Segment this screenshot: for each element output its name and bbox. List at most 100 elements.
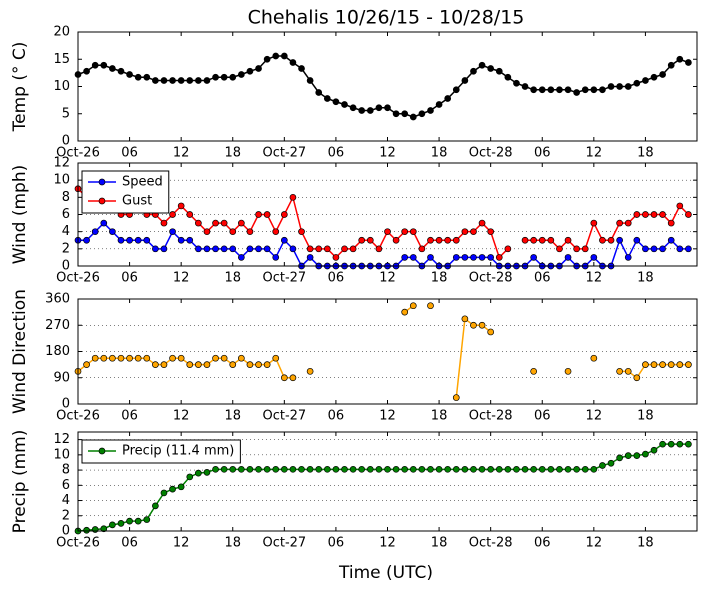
x-tick-label: 06 xyxy=(534,271,551,286)
data-point xyxy=(306,465,314,473)
data-point xyxy=(203,469,211,476)
x-tick-label: 18 xyxy=(431,536,448,551)
data-point xyxy=(152,502,159,510)
x-tick-label: 06 xyxy=(534,536,551,551)
data-point xyxy=(650,361,658,368)
data-point xyxy=(152,361,159,368)
data-point xyxy=(530,86,538,94)
data-point xyxy=(564,254,572,261)
data-point xyxy=(504,465,512,473)
y-tick-label: 10 xyxy=(53,79,70,94)
data-point xyxy=(237,465,245,473)
data-point xyxy=(91,354,99,362)
y-tick-label: 8 xyxy=(62,190,70,205)
data-point xyxy=(195,245,202,253)
data-point xyxy=(289,465,297,473)
x-tick-label: Oct-26 xyxy=(56,271,100,286)
data-point xyxy=(573,465,580,473)
data-point xyxy=(556,86,563,94)
data-point xyxy=(676,361,684,368)
data-point xyxy=(246,245,254,253)
data-point xyxy=(366,236,374,244)
data-point xyxy=(470,254,477,261)
panel: 0 90 180 270 360 Oct-26 06 12 18 Oct-27 06 12 18 Oct-… xyxy=(10,289,698,424)
data-point xyxy=(100,354,108,362)
data-point xyxy=(237,71,245,78)
data-point xyxy=(341,245,348,253)
x-tick-label: 18 xyxy=(224,409,241,424)
data-point xyxy=(332,465,340,473)
x-tick-label: 12 xyxy=(173,409,190,424)
data-point xyxy=(177,354,185,362)
data-point xyxy=(581,245,589,253)
data-point xyxy=(280,52,288,60)
data-point xyxy=(315,245,323,253)
data-point xyxy=(564,236,572,244)
data-point xyxy=(444,95,452,102)
x-tick-label: 06 xyxy=(121,536,138,551)
data-point xyxy=(513,465,520,473)
data-point xyxy=(409,228,417,236)
data-point xyxy=(117,67,125,75)
data-point xyxy=(212,73,219,81)
data-point xyxy=(487,228,495,236)
data-point xyxy=(521,465,529,473)
data-point xyxy=(478,254,486,261)
data-point xyxy=(607,83,615,90)
data-point xyxy=(220,73,228,81)
x-tick-label: 06 xyxy=(121,271,138,286)
y-tick-label: 270 xyxy=(45,318,70,333)
legend: Precip (11.4 mm) xyxy=(81,439,241,464)
data-point xyxy=(478,321,486,329)
data-point xyxy=(616,367,623,375)
data-point xyxy=(650,73,658,81)
data-point xyxy=(160,219,168,227)
data-point xyxy=(530,367,538,375)
data-point xyxy=(332,98,340,106)
data-point xyxy=(650,245,658,253)
data-point xyxy=(590,354,598,362)
data-point xyxy=(246,67,254,75)
data-point xyxy=(195,219,202,227)
y-tick-label: 90 xyxy=(53,370,70,385)
data-point xyxy=(676,245,684,253)
data-point xyxy=(607,236,615,244)
y-axis-label: Wind (mph) xyxy=(10,165,30,265)
data-point xyxy=(685,440,692,448)
data-point xyxy=(220,245,228,253)
x-axis-label: Time (UTC) xyxy=(338,563,433,583)
data-point xyxy=(126,517,133,525)
data-point xyxy=(538,465,546,473)
data-point xyxy=(212,245,219,253)
data-point xyxy=(650,211,658,218)
data-point xyxy=(685,361,692,368)
data-point xyxy=(633,79,641,87)
x-tick-label: Oct-28 xyxy=(469,271,513,286)
data-point xyxy=(495,67,503,75)
x-tick-label: 12 xyxy=(173,536,190,551)
data-point xyxy=(538,236,546,244)
data-point xyxy=(143,236,151,244)
data-point xyxy=(349,465,357,473)
data-point xyxy=(349,245,357,253)
data-point xyxy=(263,245,271,253)
data-point xyxy=(590,465,598,473)
data-point xyxy=(547,465,555,473)
data-point xyxy=(427,254,434,261)
data-point xyxy=(212,465,219,473)
x-tick-label: 12 xyxy=(379,536,396,551)
legend-label: Gust xyxy=(122,194,152,209)
data-point xyxy=(375,465,383,473)
data-point xyxy=(229,245,237,253)
x-tick-label: 06 xyxy=(121,146,138,161)
data-point xyxy=(444,236,452,244)
data-point xyxy=(289,374,297,382)
data-point xyxy=(263,361,271,368)
data-point xyxy=(169,228,176,236)
data-point xyxy=(418,465,426,473)
data-point xyxy=(452,86,460,94)
data-point xyxy=(530,465,538,473)
data-point xyxy=(624,83,632,90)
